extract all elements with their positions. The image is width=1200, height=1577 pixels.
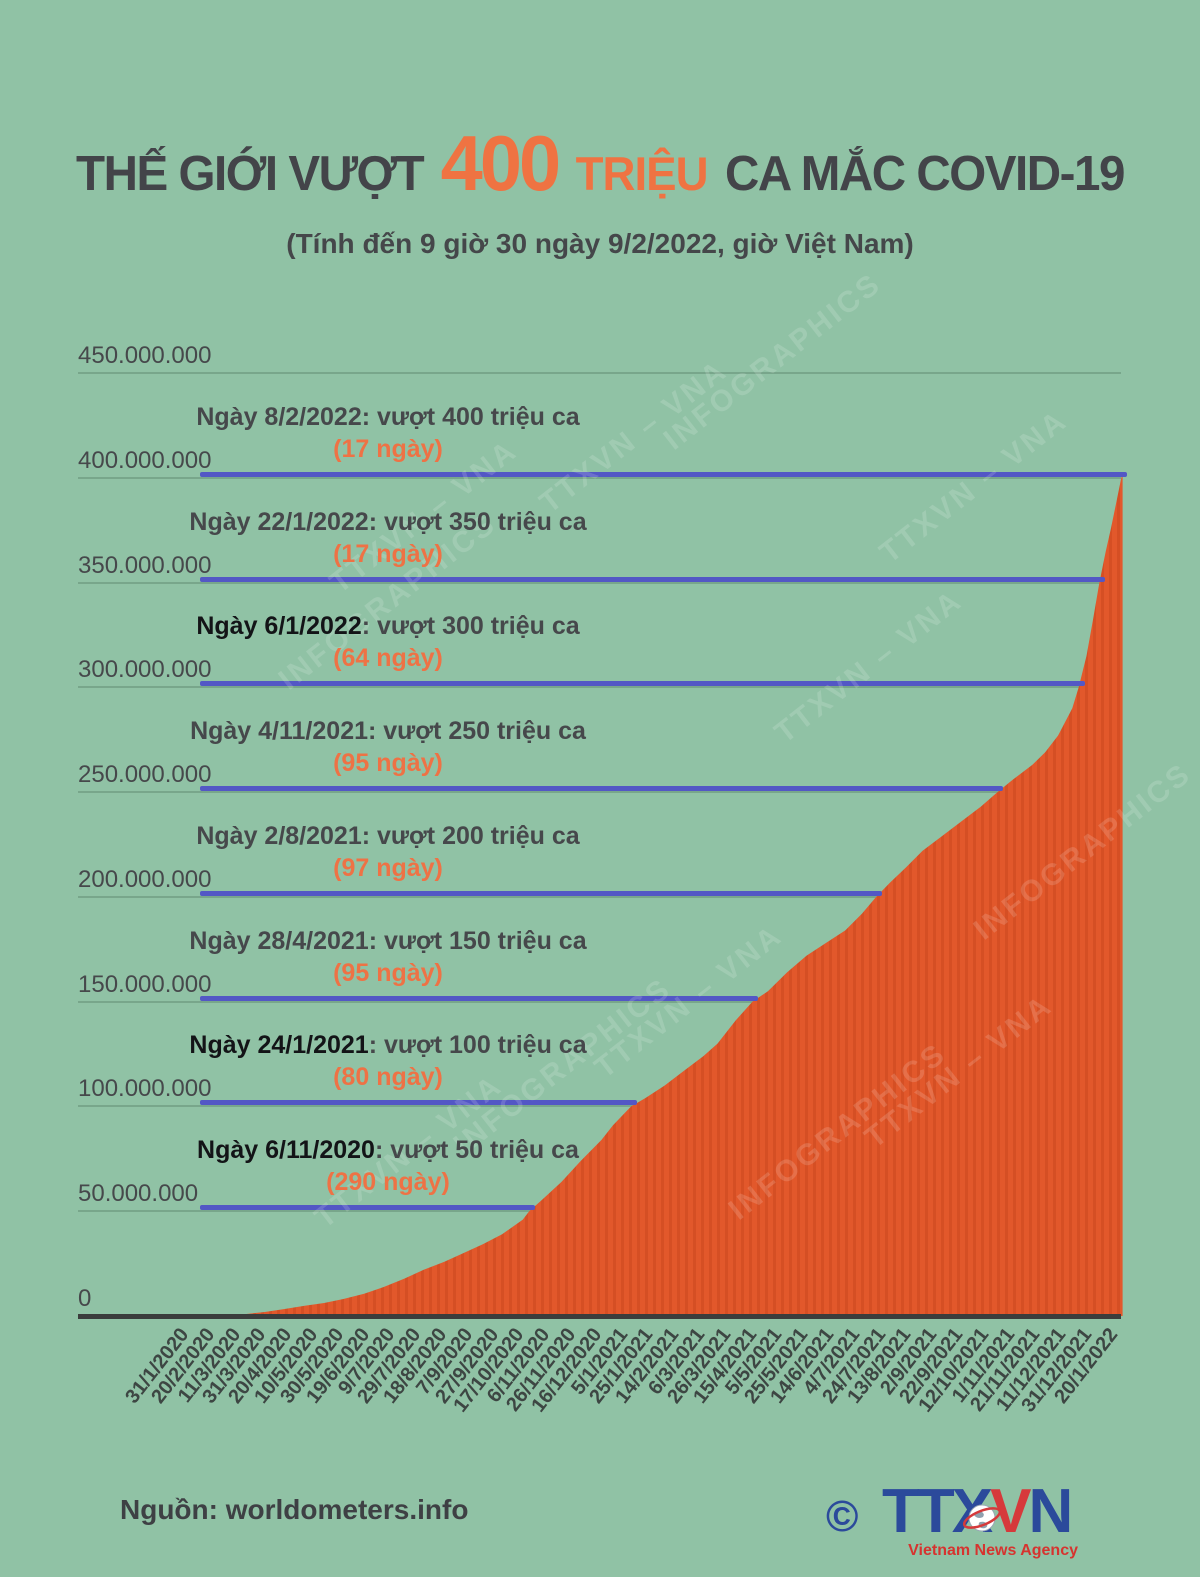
milestone-line-250m bbox=[200, 786, 1004, 792]
gridline bbox=[78, 581, 1121, 584]
milestone-annotation: Ngày 28/4/2021: vượt 150 triệu ca (95 ngà… bbox=[189, 927, 586, 987]
annotation-duration: (95 ngày) bbox=[333, 749, 443, 778]
annotation-duration: (17 ngày) bbox=[333, 539, 443, 568]
y-axis-label: 200.000.000 bbox=[78, 865, 212, 893]
y-axis-label: 300.000.000 bbox=[78, 656, 212, 684]
annotation-duration: (17 ngày) bbox=[333, 434, 443, 463]
milestone-line-50m bbox=[200, 1205, 536, 1211]
annotation-rest: : vượt 200 triệu ca bbox=[361, 821, 580, 850]
annotation-date: Ngày 2/8/2021 bbox=[196, 821, 362, 850]
page-title: THẾ GIỚI VƯỢT 400 TRIỆU CA MẮC COVID-19 bbox=[18, 118, 1182, 209]
annotation-duration: (290 ngày) bbox=[326, 1168, 450, 1197]
annotation-rest: : vượt 400 triệu ca bbox=[361, 402, 580, 431]
source-text: Nguồn: worldometers.info bbox=[120, 1494, 469, 1525]
ttxvn-logo: © TTXVN Vietnam News Agency bbox=[826, 1481, 1078, 1572]
annotation-rest: : vượt 250 triệu ca bbox=[368, 717, 586, 746]
gridline bbox=[78, 895, 1121, 898]
copyright-icon: © bbox=[826, 1492, 859, 1541]
annotation-text: Ngày 2/8/2021: vượt 200 triệu ca bbox=[196, 822, 579, 851]
milestone-annotation: Ngày 4/11/2021: vượt 250 triệu ca (95 ngà… bbox=[190, 717, 586, 777]
annotation-text: Ngày 24/1/2021: vượt 100 triệu ca bbox=[189, 1031, 586, 1060]
y-axis-label: 400.000.000 bbox=[78, 446, 212, 474]
annotation-duration: (97 ngày) bbox=[333, 853, 443, 882]
axis-baseline bbox=[78, 1314, 1121, 1319]
milestone-line-100m bbox=[200, 1100, 638, 1106]
annotation-text: Ngày 6/11/2020: vượt 50 triệu ca bbox=[197, 1136, 579, 1165]
logo-tagline: Vietnam News Agency bbox=[908, 1542, 1078, 1559]
gridline bbox=[78, 371, 1121, 374]
logo-n: N bbox=[1028, 1477, 1073, 1546]
milestone-line-400m bbox=[200, 471, 1128, 477]
milestone-annotation: Ngày 2/8/2021: vượt 200 triệu ca (97 ngày… bbox=[196, 822, 579, 882]
annotation-date: Ngày 24/1/2021 bbox=[189, 1031, 369, 1060]
annotation-rest: : vượt 100 triệu ca bbox=[368, 1031, 587, 1060]
milestone-annotation: Ngày 6/11/2020: vượt 50 triệu ca (290 ngà… bbox=[197, 1136, 579, 1196]
annotation-date: Ngày 8/2/2022 bbox=[196, 402, 362, 431]
annotation-rest: : vượt 150 triệu ca bbox=[368, 926, 587, 955]
annotation-duration: (64 ngày) bbox=[333, 644, 443, 673]
milestone-annotation: Ngày 6/1/2022: vượt 300 triệu ca (64 ngày… bbox=[196, 612, 579, 672]
gridline bbox=[78, 476, 1121, 479]
annotation-rest: : vượt 350 triệu ca bbox=[368, 507, 587, 536]
gridline bbox=[78, 686, 1121, 689]
milestone-annotation: Ngày 22/1/2022: vượt 350 triệu ca (17 ngà… bbox=[189, 508, 586, 568]
annotation-date: Ngày 6/11/2020 bbox=[197, 1136, 375, 1165]
milestone-line-150m bbox=[200, 995, 759, 1001]
annotation-date: Ngày 28/4/2021 bbox=[189, 926, 369, 955]
milestone-line-200m bbox=[200, 890, 883, 896]
milestone-annotation: Ngày 24/1/2021: vượt 100 triệu ca (80 ngà… bbox=[189, 1031, 586, 1091]
y-axis-label: 450.000.000 bbox=[78, 341, 212, 369]
title-post: CA MẮC COVID-19 bbox=[725, 147, 1125, 201]
annotation-duration: (95 ngày) bbox=[333, 958, 443, 987]
globe-icon bbox=[962, 1504, 1002, 1532]
y-axis-label: 50.000.000 bbox=[78, 1180, 199, 1208]
logo-v: V bbox=[990, 1477, 1031, 1546]
y-axis-label: 350.000.000 bbox=[78, 551, 212, 579]
y-axis-label: 0 bbox=[78, 1285, 92, 1312]
milestone-line-350m bbox=[200, 576, 1106, 582]
title-number: 400 bbox=[440, 119, 561, 207]
annotation-text: Ngày 4/11/2021: vượt 250 triệu ca bbox=[190, 717, 586, 746]
cases-area bbox=[168, 475, 1123, 1316]
annotation-date: Ngày 6/1/2022 bbox=[196, 612, 362, 641]
milestone-line-300m bbox=[200, 681, 1085, 687]
annotation-rest: : vượt 300 triệu ca bbox=[361, 612, 580, 641]
y-axis-label: 150.000.000 bbox=[78, 970, 212, 998]
y-axis-label: 100.000.000 bbox=[78, 1075, 212, 1103]
annotation-rest: : vượt 50 triệu ca bbox=[374, 1136, 579, 1165]
gridline bbox=[78, 1000, 1121, 1003]
logo-tt: TT bbox=[882, 1477, 955, 1546]
annotation-text: Ngày 6/1/2022: vượt 300 triệu ca bbox=[196, 612, 579, 641]
annotation-text: Ngày 22/1/2022: vượt 350 triệu ca bbox=[189, 508, 586, 537]
milestone-annotation: Ngày 8/2/2022: vượt 400 triệu ca (17 ngày… bbox=[196, 403, 579, 463]
subtitle: (Tính đến 9 giờ 30 ngày 9/2/2022, giờ Vi… bbox=[286, 228, 914, 259]
annotation-duration: (80 ngày) bbox=[333, 1063, 443, 1092]
title-unit: TRIỆU bbox=[575, 147, 709, 200]
annotation-date: Ngày 22/1/2022 bbox=[189, 507, 369, 536]
annotation-date: Ngày 4/11/2021 bbox=[190, 717, 368, 746]
gridline bbox=[78, 791, 1121, 794]
annotation-text: Ngày 8/2/2022: vượt 400 triệu ca bbox=[196, 403, 579, 432]
y-axis-label: 250.000.000 bbox=[78, 761, 212, 789]
title-pre: THẾ GIỚI VƯỢT bbox=[76, 147, 425, 201]
gridline bbox=[78, 1105, 1121, 1108]
annotation-text: Ngày 28/4/2021: vượt 150 triệu ca bbox=[189, 927, 586, 956]
